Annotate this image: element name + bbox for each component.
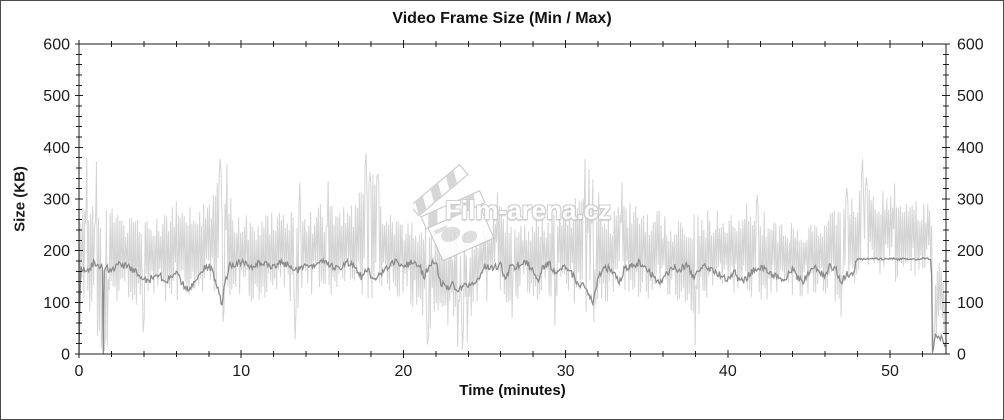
y-tick-label-right: 600	[957, 37, 984, 54]
y-tick-label-left: 100	[43, 295, 70, 312]
y-axis-title-text: Size (KB)	[11, 166, 29, 232]
y-tick-label-left: 400	[43, 140, 70, 157]
x-tick-label: 30	[557, 363, 575, 380]
y-tick-label-left: 0	[61, 347, 70, 364]
x-tick-label: 50	[881, 363, 899, 380]
y-tick-label-left: 500	[43, 88, 70, 105]
y-tick-label-left: 600	[43, 37, 70, 54]
y-tick-label-right: 100	[957, 295, 984, 312]
series-max-band	[78, 153, 946, 351]
y-tick-label-right: 500	[957, 88, 984, 105]
x-tick-label: 10	[232, 363, 250, 380]
y-tick-label-right: 200	[957, 243, 984, 260]
x-tick-label: 20	[395, 363, 413, 380]
y-tick-label-left: 300	[43, 192, 70, 209]
series-min-line	[78, 256, 946, 354]
x-tick-label: 0	[75, 363, 84, 380]
x-axis-title: Time (minutes)	[459, 382, 566, 399]
y-tick-label-left: 200	[43, 243, 70, 260]
y-tick-label-right: 300	[957, 192, 984, 209]
y-tick-label-right: 0	[957, 347, 966, 364]
x-tick-label: 40	[719, 363, 737, 380]
chart-title: Video Frame Size (Min / Max)	[392, 10, 612, 27]
y-tick-label-right: 400	[957, 140, 984, 157]
